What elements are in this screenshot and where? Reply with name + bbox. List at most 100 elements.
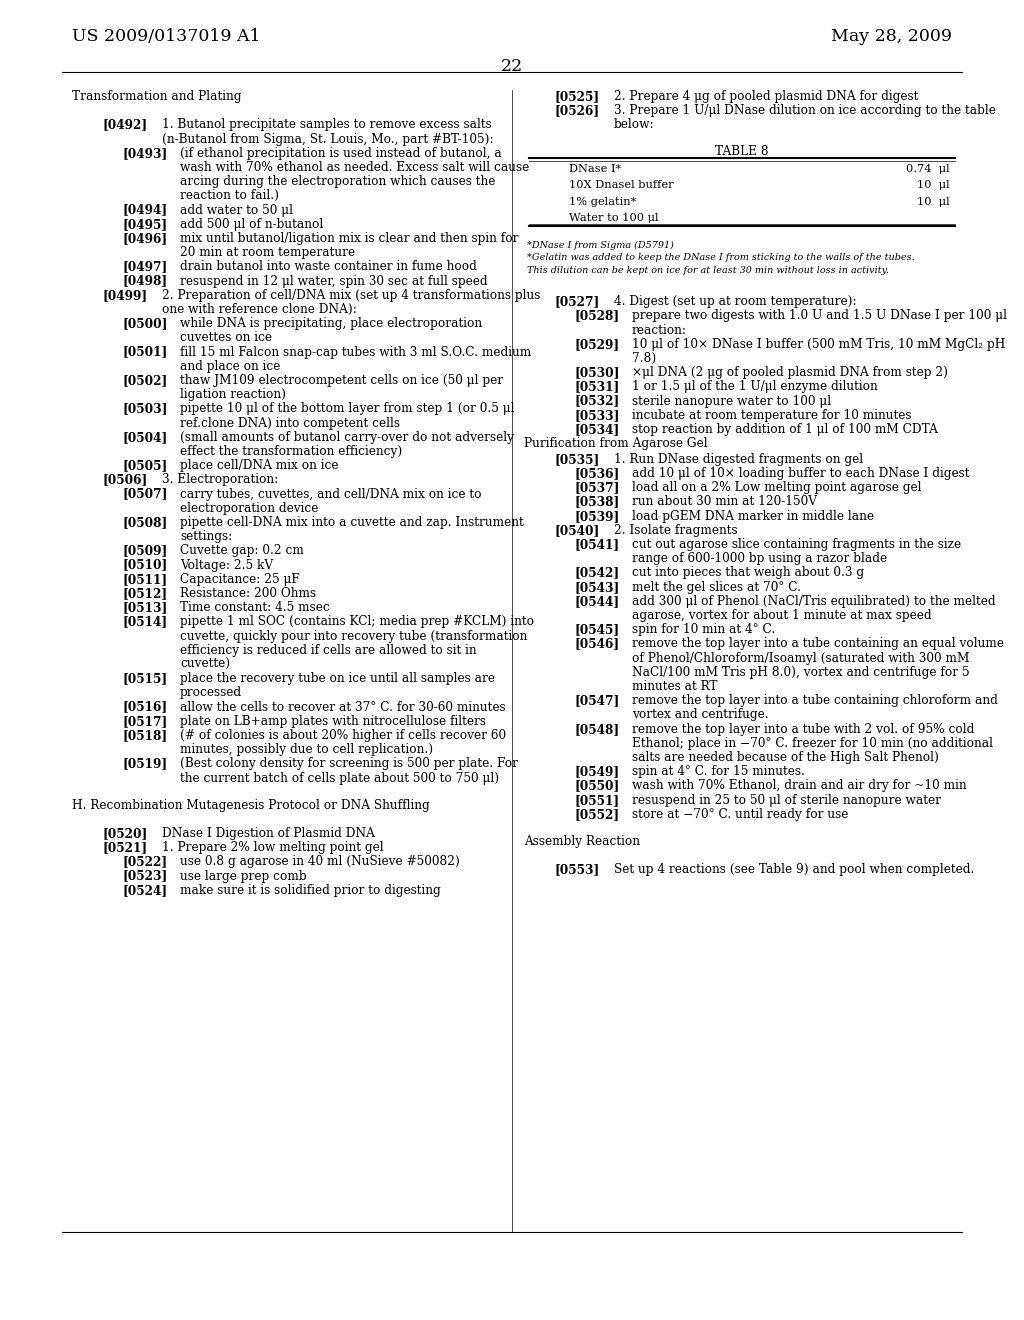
Text: *DNase I from Sigma (D5791): *DNase I from Sigma (D5791) — [527, 240, 674, 249]
Text: processed: processed — [180, 686, 242, 700]
Text: efficiency is reduced if cells are allowed to sit in: efficiency is reduced if cells are allow… — [180, 644, 476, 657]
Text: pipette cell-DNA mix into a cuvette and zap. Instrument: pipette cell-DNA mix into a cuvette and … — [180, 516, 523, 529]
Text: [0493]: [0493] — [122, 147, 167, 160]
Text: ref.clone DNA) into competent cells: ref.clone DNA) into competent cells — [180, 417, 400, 429]
Text: make sure it is solidified prior to digesting: make sure it is solidified prior to dige… — [180, 884, 440, 896]
Text: [0546]: [0546] — [574, 638, 620, 651]
Text: [0549]: [0549] — [574, 766, 620, 779]
Text: of Phenol/Chloroform/Isoamyl (saturated with 300 mM: of Phenol/Chloroform/Isoamyl (saturated … — [632, 652, 970, 665]
Text: [0534]: [0534] — [574, 422, 620, 436]
Text: add 500 μl of n-butanol: add 500 μl of n-butanol — [180, 218, 324, 231]
Text: 20 min at room temperature: 20 min at room temperature — [180, 247, 355, 259]
Text: (Best colony density for screening is 500 per plate. For: (Best colony density for screening is 50… — [180, 758, 518, 771]
Text: 4. Digest (set up at room temperature):: 4. Digest (set up at room temperature): — [614, 296, 857, 308]
Text: 10 μl of 10× DNase I buffer (500 mM Tris, 10 mM MgCl₂ pH: 10 μl of 10× DNase I buffer (500 mM Tris… — [632, 338, 1006, 351]
Text: fill 15 ml Falcon snap-cap tubes with 3 ml S.O.C. medium: fill 15 ml Falcon snap-cap tubes with 3 … — [180, 346, 531, 359]
Text: [0507]: [0507] — [122, 487, 167, 500]
Text: vortex and centrifuge.: vortex and centrifuge. — [632, 709, 769, 722]
Text: cuvette): cuvette) — [180, 657, 230, 671]
Text: remove the top layer into a tube with 2 vol. of 95% cold: remove the top layer into a tube with 2 … — [632, 722, 975, 735]
Text: [0522]: [0522] — [122, 855, 167, 869]
Text: 1. Run DNase digested fragments on gel: 1. Run DNase digested fragments on gel — [614, 453, 863, 466]
Text: cuvette, quickly pour into recovery tube (transformation: cuvette, quickly pour into recovery tube… — [180, 630, 527, 643]
Text: (if ethanol precipitation is used instead of butanol, a: (if ethanol precipitation is used instea… — [180, 147, 502, 160]
Text: [0529]: [0529] — [574, 338, 620, 351]
Text: [0511]: [0511] — [122, 573, 167, 586]
Text: 22: 22 — [501, 58, 523, 75]
Text: [0541]: [0541] — [574, 539, 620, 550]
Text: 1. Prepare 2% low melting point gel: 1. Prepare 2% low melting point gel — [162, 841, 384, 854]
Text: electroporation device: electroporation device — [180, 502, 318, 515]
Text: store at −70° C. until ready for use: store at −70° C. until ready for use — [632, 808, 848, 821]
Text: melt the gel slices at 70° C.: melt the gel slices at 70° C. — [632, 581, 801, 594]
Text: [0509]: [0509] — [122, 544, 167, 557]
Text: [0537]: [0537] — [574, 482, 620, 494]
Text: incubate at room temperature for 10 minutes: incubate at room temperature for 10 minu… — [632, 409, 911, 422]
Text: [0548]: [0548] — [574, 722, 620, 735]
Text: [0524]: [0524] — [122, 884, 167, 896]
Text: [0528]: [0528] — [574, 309, 620, 322]
Text: use 0.8 g agarose in 40 ml (NuSieve #50082): use 0.8 g agarose in 40 ml (NuSieve #500… — [180, 855, 460, 869]
Text: Resistance: 200 Ohms: Resistance: 200 Ohms — [180, 587, 316, 601]
Text: resuspend in 25 to 50 μl of sterile nanopure water: resuspend in 25 to 50 μl of sterile nano… — [632, 793, 941, 807]
Text: wash with 70% ethanol as needed. Excess salt will cause: wash with 70% ethanol as needed. Excess … — [180, 161, 529, 174]
Text: cut into pieces that weigh about 0.3 g: cut into pieces that weigh about 0.3 g — [632, 566, 864, 579]
Text: May 28, 2009: May 28, 2009 — [831, 28, 952, 45]
Text: pipette 10 μl of the bottom layer from step 1 (or 0.5 μl: pipette 10 μl of the bottom layer from s… — [180, 403, 514, 416]
Text: 2. Preparation of cell/DNA mix (set up 4 transformations plus: 2. Preparation of cell/DNA mix (set up 4… — [162, 289, 541, 302]
Text: [0553]: [0553] — [554, 863, 599, 876]
Text: [0494]: [0494] — [122, 203, 167, 216]
Text: [0523]: [0523] — [122, 870, 167, 883]
Text: use large prep comb: use large prep comb — [180, 870, 306, 883]
Text: place cell/DNA mix on ice: place cell/DNA mix on ice — [180, 459, 339, 473]
Text: the current batch of cells plate about 500 to 750 μl): the current batch of cells plate about 5… — [180, 772, 499, 784]
Text: minutes at RT: minutes at RT — [632, 680, 718, 693]
Text: [0519]: [0519] — [122, 758, 167, 771]
Text: [0495]: [0495] — [122, 218, 167, 231]
Text: [0513]: [0513] — [122, 601, 167, 614]
Text: drain butanol into waste container in fume hood: drain butanol into waste container in fu… — [180, 260, 477, 273]
Text: allow the cells to recover at 37° C. for 30-60 minutes: allow the cells to recover at 37° C. for… — [180, 701, 506, 714]
Text: pipette 1 ml SOC (contains KCl; media prep #KCLM) into: pipette 1 ml SOC (contains KCl; media pr… — [180, 615, 534, 628]
Text: [0531]: [0531] — [574, 380, 620, 393]
Text: Voltage: 2.5 kV: Voltage: 2.5 kV — [180, 558, 273, 572]
Text: below:: below: — [614, 119, 654, 132]
Text: (# of colonies is about 20% higher if cells recover 60: (# of colonies is about 20% higher if ce… — [180, 729, 506, 742]
Text: 2. Isolate fragments: 2. Isolate fragments — [614, 524, 737, 537]
Text: load all on a 2% Low melting point agarose gel: load all on a 2% Low melting point agaro… — [632, 482, 922, 494]
Text: remove the top layer into a tube containing an equal volume: remove the top layer into a tube contain… — [632, 638, 1004, 651]
Text: Water to 100 μl: Water to 100 μl — [569, 213, 658, 223]
Text: 10X Dnasel buffer: 10X Dnasel buffer — [569, 181, 674, 190]
Text: Assembly Reaction: Assembly Reaction — [524, 834, 640, 847]
Text: [0521]: [0521] — [102, 841, 147, 854]
Text: [0552]: [0552] — [574, 808, 620, 821]
Text: reaction to fail.): reaction to fail.) — [180, 189, 279, 202]
Text: Purification from Agarose Gel: Purification from Agarose Gel — [524, 437, 708, 450]
Text: [0505]: [0505] — [122, 459, 167, 473]
Text: [0542]: [0542] — [574, 566, 620, 579]
Text: plate on LB+amp plates with nitrocellulose filters: plate on LB+amp plates with nitrocellulo… — [180, 715, 486, 727]
Text: [0500]: [0500] — [122, 317, 167, 330]
Text: [0503]: [0503] — [122, 403, 167, 416]
Text: effect the transformation efficiency): effect the transformation efficiency) — [180, 445, 402, 458]
Text: range of 600-1000 bp using a razor blade: range of 600-1000 bp using a razor blade — [632, 552, 887, 565]
Text: 1. Butanol precipitate samples to remove excess salts: 1. Butanol precipitate samples to remove… — [162, 119, 492, 132]
Text: 7.8): 7.8) — [632, 352, 656, 366]
Text: DNase I Digestion of Plasmid DNA: DNase I Digestion of Plasmid DNA — [162, 828, 375, 840]
Text: [0499]: [0499] — [102, 289, 147, 302]
Text: settings:: settings: — [180, 531, 232, 544]
Text: [0508]: [0508] — [122, 516, 167, 529]
Text: 2. Prepare 4 μg of pooled plasmid DNA for digest: 2. Prepare 4 μg of pooled plasmid DNA fo… — [614, 90, 919, 103]
Text: Set up 4 reactions (see Table 9) and pool when completed.: Set up 4 reactions (see Table 9) and poo… — [614, 863, 975, 876]
Text: 1 or 1.5 μl of the 1 U/μl enzyme dilution: 1 or 1.5 μl of the 1 U/μl enzyme dilutio… — [632, 380, 878, 393]
Text: [0516]: [0516] — [122, 701, 167, 714]
Text: Cuvette gap: 0.2 cm: Cuvette gap: 0.2 cm — [180, 544, 304, 557]
Text: [0497]: [0497] — [122, 260, 167, 273]
Text: 3. Electroporation:: 3. Electroporation: — [162, 474, 279, 486]
Text: NaCl/100 mM Tris pH 8.0), vortex and centrifuge for 5: NaCl/100 mM Tris pH 8.0), vortex and cen… — [632, 665, 970, 678]
Text: 0.74  μl: 0.74 μl — [906, 164, 950, 174]
Text: arcing during the electroporation which causes the: arcing during the electroporation which … — [180, 176, 496, 189]
Text: [0530]: [0530] — [574, 366, 620, 379]
Text: TABLE 8: TABLE 8 — [715, 145, 769, 158]
Text: *Gelatin was added to keep the DNase I from sticking to the walls of the tubes.: *Gelatin was added to keep the DNase I f… — [527, 253, 914, 263]
